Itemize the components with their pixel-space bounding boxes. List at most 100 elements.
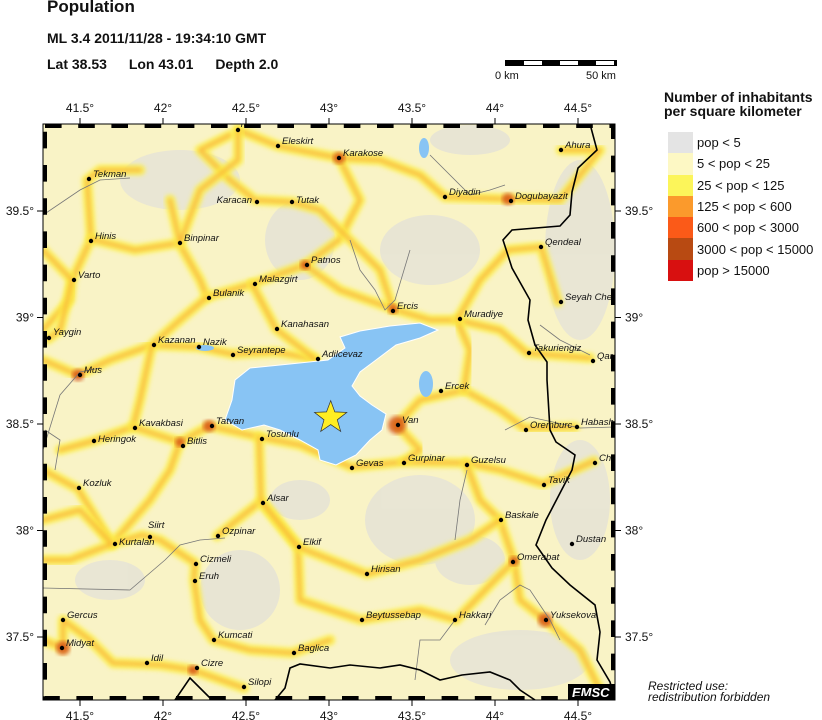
legend-item: 3000 < pop < 15000 bbox=[668, 238, 813, 260]
city-hakkari: Hakkari bbox=[452, 610, 492, 623]
legend-title: Number of inhabitants per square kilomet… bbox=[664, 90, 813, 118]
city-dot bbox=[77, 372, 83, 378]
lon-label-bottom: 43.5° bbox=[398, 709, 426, 720]
city-dot bbox=[359, 617, 365, 623]
city-dot bbox=[558, 299, 564, 305]
city-dot bbox=[76, 485, 82, 491]
city-dot bbox=[401, 460, 407, 466]
city-dot bbox=[558, 147, 564, 153]
city-label: Tatvan bbox=[216, 416, 244, 427]
city-qendeal: Qendeal bbox=[538, 237, 582, 250]
scale-start-label: 0 km bbox=[495, 70, 519, 82]
city-label: Ch bbox=[599, 453, 611, 464]
axes: 41.5° 41.5° 42° 42° 42.5° 42.5° 43° 43° 43.5° 43.… bbox=[6, 101, 654, 720]
city-dot bbox=[147, 534, 153, 540]
city-dot bbox=[526, 350, 532, 356]
city-tosunlu: Tosunlu bbox=[259, 429, 300, 442]
city-gurpinar: Gurpinar bbox=[401, 453, 446, 466]
city-dustan: Dustan bbox=[569, 534, 606, 547]
city-label: Takuriengiz bbox=[533, 343, 581, 354]
city-dot bbox=[464, 462, 470, 468]
city-label: Ercis bbox=[397, 301, 418, 312]
legend-item: pop > 15000 bbox=[668, 259, 813, 282]
city-elkif: Elkif bbox=[296, 537, 322, 550]
city-label: Midyat bbox=[66, 638, 94, 649]
city-dot bbox=[254, 199, 260, 205]
city-nazik: Nazik bbox=[196, 337, 228, 350]
lon-label-bottom: 42.5° bbox=[232, 709, 260, 720]
city-label: Adilcevaz bbox=[321, 349, 363, 360]
map-title: Population bbox=[47, 0, 135, 16]
city-dot bbox=[590, 358, 596, 364]
city-mus: Mus bbox=[77, 365, 102, 378]
event-location: Lat 38.53 Lon 43.01 Depth 2.0 bbox=[47, 56, 296, 72]
city-label: Siirt bbox=[148, 520, 165, 531]
city-van: Van bbox=[395, 415, 419, 428]
city-label: Karakose bbox=[343, 148, 383, 159]
city-dot bbox=[259, 436, 265, 442]
lon-label-bottom: 44° bbox=[486, 709, 504, 720]
city-dot bbox=[592, 460, 598, 466]
city-label: Eruh bbox=[199, 571, 219, 582]
city-eleskirt: Eleskirt bbox=[275, 136, 314, 149]
city-dot bbox=[88, 238, 94, 244]
city-label: Kumcati bbox=[218, 630, 253, 641]
city-label: Qendeal bbox=[545, 237, 582, 248]
legend-swatch bbox=[668, 153, 693, 175]
lat-label-right: 39.5° bbox=[625, 204, 653, 218]
city-dot bbox=[230, 352, 236, 358]
legend-swatch bbox=[668, 174, 693, 196]
legend-label: 25 < pop < 125 bbox=[697, 177, 785, 193]
low-population-areas bbox=[75, 125, 615, 690]
city-ozpinar: Ozpinar bbox=[215, 526, 256, 539]
city-yaygin: Yaygin bbox=[46, 327, 81, 341]
city-kumcati: Kumcati bbox=[211, 630, 253, 643]
city-seyrantepe: Seyrantepe bbox=[230, 345, 286, 358]
city-beytussebap: Beytussebap bbox=[359, 610, 421, 623]
legend-swatch bbox=[668, 195, 693, 218]
city-label: Kanahasan bbox=[281, 319, 329, 330]
legend-item: pop < 5 bbox=[668, 132, 813, 154]
lon-label-bottom: 42° bbox=[154, 709, 172, 720]
lon-label-bottom: 41.5° bbox=[66, 709, 94, 720]
city-label: Hakkari bbox=[459, 610, 492, 621]
city-label: Binpinar bbox=[184, 233, 220, 244]
city-hirisan: Hirisan bbox=[364, 564, 401, 577]
lat-label-left: 39.5° bbox=[6, 204, 34, 218]
city-bitlis: Bitlis bbox=[180, 436, 207, 449]
lat-label-left: 38° bbox=[16, 524, 34, 538]
lat-label-left: 38.5° bbox=[6, 417, 34, 431]
city-label: Kavakbasi bbox=[139, 418, 184, 429]
city-label: Guzelsu bbox=[471, 455, 507, 466]
city-malazgirt: Malazgirt bbox=[252, 274, 298, 287]
city-gevas: Gevas bbox=[349, 458, 384, 471]
city-dot bbox=[60, 617, 66, 623]
city-dot bbox=[395, 422, 401, 428]
corridor-core bbox=[395, 388, 577, 430]
city-label: Van bbox=[402, 415, 419, 426]
city-dot bbox=[91, 438, 97, 444]
city-dot bbox=[215, 533, 221, 539]
lon-label-top: 41.5° bbox=[66, 101, 94, 115]
city-dot bbox=[235, 127, 241, 133]
city-karakose: Karakose bbox=[336, 148, 383, 161]
city-label: Omerabat bbox=[517, 552, 560, 563]
city-dot bbox=[177, 240, 183, 246]
city-tavik: Tavik bbox=[541, 475, 571, 488]
city-dot bbox=[508, 198, 514, 204]
corridor-core bbox=[89, 128, 362, 299]
city-label: Tosunlu bbox=[266, 429, 300, 440]
city-label: Oremburc bbox=[530, 420, 572, 431]
city-kazanan: Kazanan bbox=[151, 335, 196, 348]
city-yuksekova: Yuksekova bbox=[543, 610, 596, 623]
city-binpinar: Binpinar bbox=[177, 233, 220, 246]
star-icon bbox=[313, 399, 348, 433]
city-bulanik: Bulanik bbox=[206, 288, 245, 301]
legend-label: 600 < pop < 3000 bbox=[697, 220, 799, 236]
city-dot bbox=[574, 424, 580, 430]
city-label: Ahura bbox=[564, 140, 590, 151]
urban-hotspot bbox=[502, 193, 514, 205]
city-label: Muradiye bbox=[464, 309, 503, 320]
city-guzelsu: Guzelsu bbox=[464, 455, 507, 468]
city-dot bbox=[538, 244, 544, 250]
